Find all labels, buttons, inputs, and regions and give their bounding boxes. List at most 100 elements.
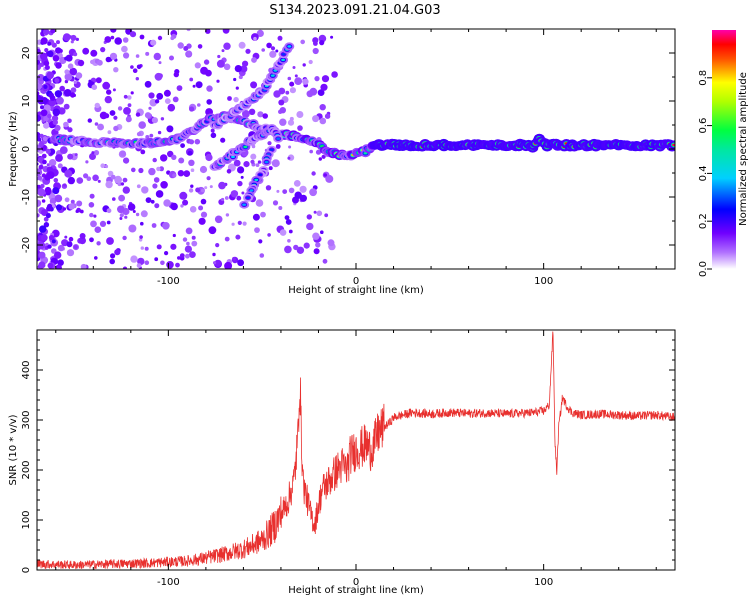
x-tick-label: 100 (534, 577, 553, 588)
noise-speck (74, 81, 77, 84)
noise-speck (236, 87, 239, 90)
noise-speck (233, 78, 236, 81)
noise-speck (313, 48, 319, 54)
noise-speck (127, 95, 132, 100)
noise-speck (243, 161, 249, 167)
noise-speck (97, 60, 103, 66)
noise-speck (123, 178, 128, 183)
noise-speck (39, 225, 46, 232)
noise-speck (198, 44, 203, 49)
colorbar-label: Normalized spectral amplitude (738, 72, 749, 226)
noise-speck (37, 188, 45, 196)
colorbar-tick-label: 0.4 (698, 165, 709, 181)
noise-speck (150, 40, 156, 46)
noise-speck (210, 185, 213, 188)
noise-speck (110, 253, 115, 258)
noise-speck (180, 143, 185, 148)
noise-speck (149, 134, 153, 138)
noise-speck (54, 251, 61, 258)
noise-speck (168, 104, 176, 112)
noise-speck (46, 149, 51, 154)
noise-speck (45, 187, 52, 194)
snr-series-line (37, 332, 675, 569)
noise-speck (173, 234, 176, 237)
noise-speck (261, 48, 265, 52)
noise-speck (71, 200, 75, 204)
noise-speck (231, 190, 238, 197)
noise-speck (330, 36, 333, 39)
noise-speck (284, 246, 292, 254)
noise-speck (312, 115, 319, 122)
noise-speck (183, 237, 187, 241)
noise-speck (166, 261, 174, 269)
noise-speck (39, 142, 45, 148)
noise-speck (39, 63, 43, 67)
noise-speck (113, 126, 118, 131)
noise-speck (266, 43, 272, 49)
noise-speck (238, 221, 242, 225)
noise-speck (323, 259, 328, 264)
noise-speck (55, 195, 63, 203)
noise-speck (68, 203, 74, 209)
noise-speck (76, 72, 83, 79)
noise-speck (171, 155, 176, 160)
noise-speck (53, 120, 58, 125)
noise-speck (107, 208, 112, 213)
noise-speck (140, 222, 144, 226)
spectrogram-y-axis-label: Frequency (Hz) (8, 111, 19, 187)
y-tick-label: 20 (21, 47, 32, 60)
snr-y-axis-label: SNR (10 * v/v) (8, 414, 19, 485)
noise-speck (67, 249, 74, 256)
noise-speck (65, 197, 70, 202)
noise-speck (90, 50, 97, 57)
noise-speck (145, 52, 149, 56)
noise-speck (183, 46, 188, 51)
noise-speck (178, 170, 184, 176)
noise-speck (98, 180, 101, 183)
noise-speck (328, 239, 335, 246)
noise-speck (178, 42, 184, 48)
noise-speck (47, 42, 51, 46)
noise-speck (58, 245, 64, 251)
noise-speck (92, 84, 98, 90)
noise-speck (323, 173, 327, 177)
noise-speck (37, 138, 41, 142)
noise-speck (276, 144, 281, 149)
noise-speck (76, 201, 82, 207)
noise-speck (206, 85, 212, 91)
noise-speck (74, 245, 78, 249)
noise-speck (120, 213, 124, 217)
noise-speck (107, 221, 111, 225)
noise-speck (159, 61, 162, 64)
noise-speck (289, 230, 293, 234)
noise-speck (189, 188, 193, 192)
spectrogram-x-axis-label: Height of straight line (km) (288, 285, 424, 296)
noise-speck (42, 55, 46, 59)
noise-speck (200, 166, 207, 173)
noise-speck (242, 61, 248, 67)
noise-speck (205, 154, 212, 161)
noise-speck (94, 256, 98, 260)
noise-speck (88, 80, 91, 83)
noise-speck (100, 47, 105, 52)
noise-speck (199, 218, 206, 225)
noise-speck (191, 168, 195, 172)
colorbar-tick-label: 0.8 (698, 70, 709, 86)
noise-speck (269, 51, 276, 58)
noise-speck (290, 87, 296, 93)
noise-speck (40, 184, 44, 188)
noise-speck (171, 203, 178, 210)
noise-speck (256, 163, 260, 167)
noise-speck (146, 197, 152, 203)
noise-speck (188, 151, 193, 156)
noise-speck (90, 60, 94, 64)
noise-speck (90, 194, 95, 199)
noise-speck (222, 49, 225, 52)
noise-speck (250, 154, 256, 160)
noise-speck (320, 104, 326, 110)
noise-speck (63, 122, 69, 128)
noise-speck (40, 105, 44, 109)
noise-speck (37, 176, 42, 181)
noise-speck (42, 199, 46, 203)
